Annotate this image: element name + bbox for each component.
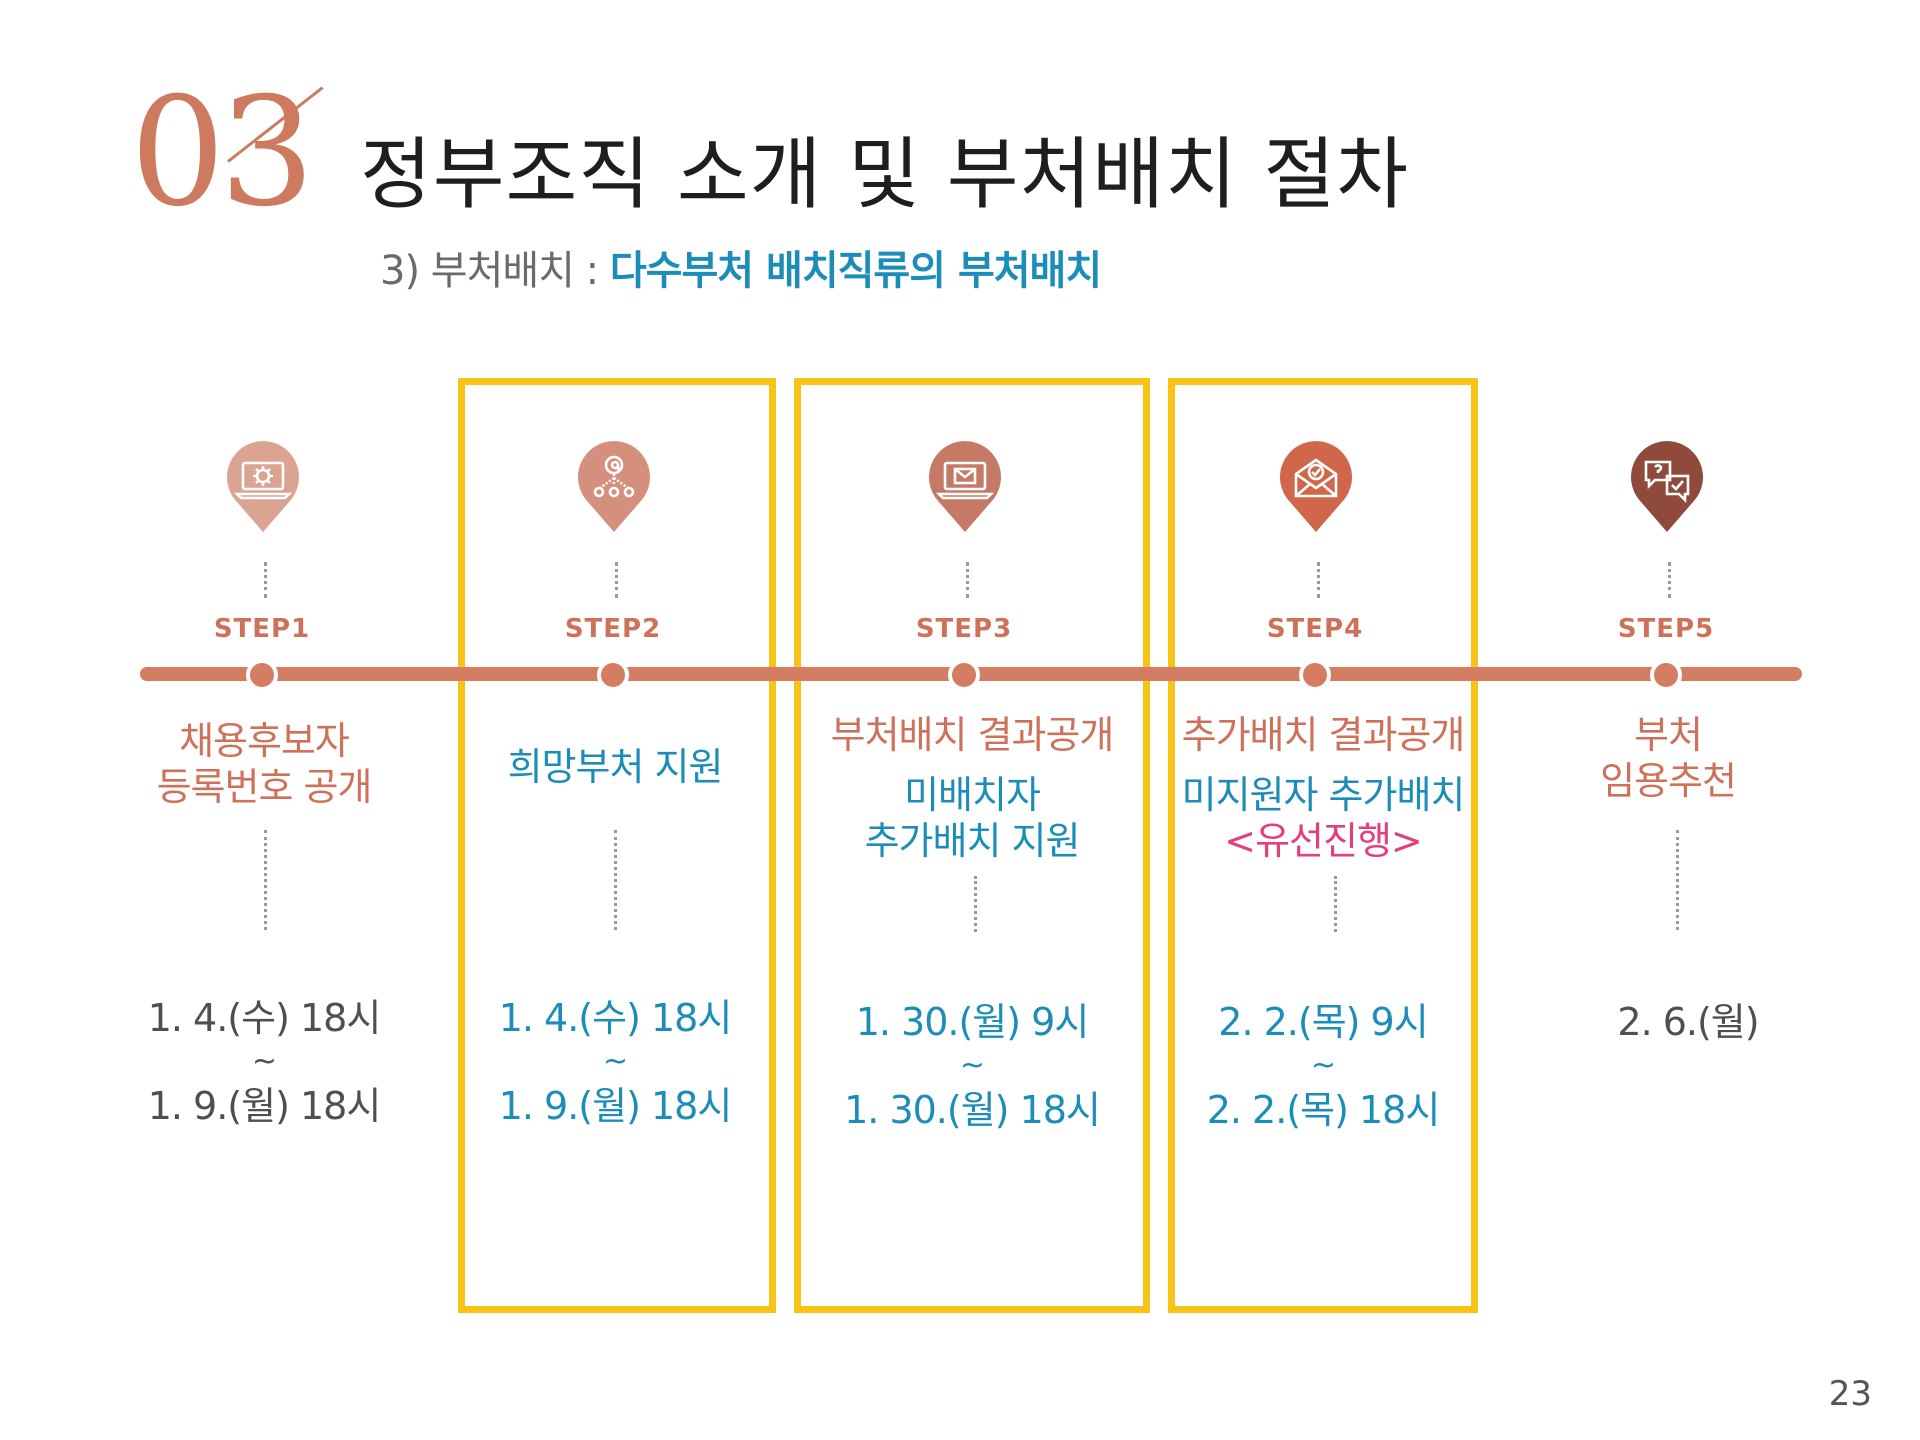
- section-number: 03: [130, 66, 315, 240]
- step2-description: 희망부처 지원: [455, 744, 775, 790]
- step3-pin: [915, 436, 1015, 536]
- page-subtitle: 3) 부처배치 : 다수부처 배치직류의 부처배치: [380, 238, 1102, 296]
- step3-description: 미배치자 추가배치 지원: [812, 772, 1132, 864]
- step4-desc-line: 미지원자 추가배치: [1181, 773, 1466, 817]
- step3-date-end: 1. 30.(월) 18시: [844, 1088, 1101, 1132]
- step4-date-end: 2. 2.(목) 18시: [1206, 1088, 1441, 1132]
- step2-pin: [564, 436, 664, 536]
- highlight-frame-step3: [794, 378, 1150, 1313]
- step3-dot: [948, 659, 980, 691]
- step4-connector: [1317, 562, 1320, 598]
- step3-date-start: 1. 30.(월) 9시: [855, 1000, 1090, 1044]
- step4-pin: [1266, 436, 1366, 536]
- step3-date-connector: [974, 876, 977, 932]
- step4-desc-title: 추가배치 결과공개: [1181, 713, 1466, 757]
- step2-date-tilde: ~: [602, 1044, 628, 1079]
- step1-date-tilde: ~: [251, 1044, 277, 1079]
- step1-date-start: 1. 4.(수) 18시: [147, 996, 382, 1040]
- step3-date-tilde: ~: [959, 1048, 985, 1083]
- step5-date: 2. 6.(월): [1617, 1000, 1759, 1044]
- step2-label: STEP2: [564, 614, 662, 644]
- step5-connector: [1668, 562, 1671, 598]
- step1-desc-line: 등록번호 공개: [156, 765, 373, 809]
- step1-dates: 1. 4.(수) 18시 ~ 1. 9.(월) 18시: [104, 996, 424, 1128]
- step5-date-connector: [1676, 830, 1679, 930]
- step4-dates: 2. 2.(목) 9시 ~ 2. 2.(목) 18시: [1163, 1000, 1483, 1132]
- subtitle-highlight: 다수부처 배치직류의 부처배치: [609, 248, 1102, 294]
- step1-connector: [264, 562, 267, 598]
- step1-description: 채용후보자 등록번호 공개: [104, 718, 424, 810]
- step4-desc-highlight: <유선진행>: [1224, 819, 1423, 863]
- step5-pin: [1617, 436, 1717, 536]
- step1-dot: [246, 659, 278, 691]
- step5-desc-line: 부처: [1634, 713, 1703, 757]
- step2-date-start: 1. 4.(수) 18시: [498, 996, 733, 1040]
- step3-dates: 1. 30.(월) 9시 ~ 1. 30.(월) 18시: [812, 1000, 1132, 1132]
- step5-desc-line: 임용추천: [1600, 759, 1737, 803]
- page-number: 23: [1828, 1374, 1872, 1414]
- step5-description: 부처 임용추천: [1508, 712, 1828, 804]
- step3-desc-title: 부처배치 결과공개: [830, 713, 1115, 757]
- envelope-check-icon: [1280, 441, 1352, 532]
- step2-dot: [597, 659, 629, 691]
- page-title: 정부조직 소개 및 부처배치 절차: [360, 130, 1410, 220]
- laptop-mail-icon: [929, 441, 1001, 532]
- step4-date-start: 2. 2.(목) 9시: [1218, 1000, 1428, 1044]
- step3-label: STEP3: [915, 614, 1013, 644]
- step1-date-end: 1. 9.(월) 18시: [147, 1084, 382, 1128]
- subtitle-prefix: 3) 부처배치 :: [380, 248, 610, 294]
- step4-date-connector: [1334, 876, 1337, 932]
- step2-date-end: 1. 9.(월) 18시: [498, 1084, 733, 1128]
- step1-pin: [213, 436, 313, 536]
- highlight-frame-step2: [458, 378, 776, 1313]
- step4-date-tilde: ~: [1310, 1048, 1336, 1083]
- step1-date-connector: [264, 830, 267, 930]
- step2-date-connector: [614, 830, 617, 930]
- step1-desc-line: 채용후보자: [179, 719, 350, 763]
- step2-desc-line: 희망부처 지원: [507, 745, 724, 789]
- step4-description: 미지원자 추가배치 <유선진행>: [1163, 772, 1483, 864]
- step2-connector: [615, 562, 618, 598]
- step4-dot: [1299, 659, 1331, 691]
- network-at-icon: [578, 441, 650, 532]
- laptop-gear-icon: [227, 441, 299, 532]
- chat-question-check-icon: [1631, 441, 1703, 532]
- step3-desc-line: 미배치자: [904, 773, 1041, 817]
- step2-dates: 1. 4.(수) 18시 ~ 1. 9.(월) 18시: [455, 996, 775, 1128]
- step5-dot: [1650, 659, 1682, 691]
- step3-desc-line: 추가배치 지원: [864, 819, 1081, 863]
- highlight-frame-step4: [1168, 378, 1478, 1313]
- step4-label: STEP4: [1266, 614, 1364, 644]
- step3-connector: [966, 562, 969, 598]
- step5-label: STEP5: [1617, 614, 1715, 644]
- step1-label: STEP1: [213, 614, 311, 644]
